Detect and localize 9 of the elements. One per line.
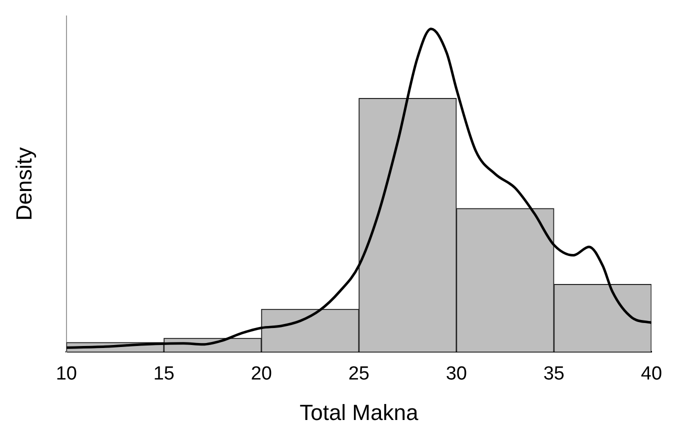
y-axis-title: Density — [11, 147, 36, 221]
x-tick-label: 25 — [348, 363, 370, 384]
x-tick-label: 40 — [640, 363, 662, 384]
x-axis-title: Total Makna — [300, 400, 419, 425]
x-tick-label: 30 — [446, 363, 467, 384]
x-tick-label: 35 — [543, 363, 564, 384]
x-tick-label: 15 — [153, 363, 174, 384]
x-tick-label: 20 — [250, 363, 272, 384]
x-tick-label: 10 — [56, 363, 77, 384]
